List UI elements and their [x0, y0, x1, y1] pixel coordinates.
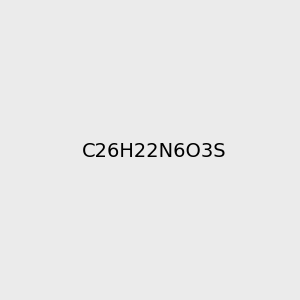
Text: C26H22N6O3S: C26H22N6O3S — [81, 142, 226, 161]
